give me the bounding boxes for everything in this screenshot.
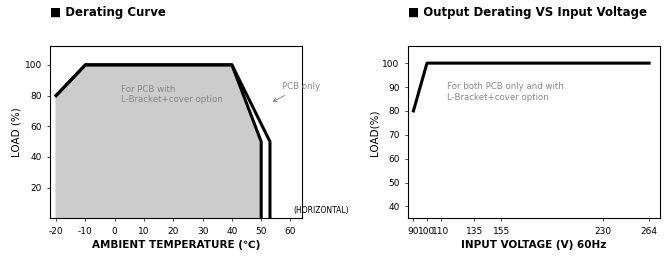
X-axis label: INPUT VOLTAGE (V) 60Hz: INPUT VOLTAGE (V) 60Hz [461, 240, 606, 250]
Text: For PCB with
L-Bracket+cover option: For PCB with L-Bracket+cover option [121, 85, 222, 104]
Text: ■ Derating Curve: ■ Derating Curve [50, 6, 166, 19]
Text: For both PCB only and with
L-Bracket+cover option: For both PCB only and with L-Bracket+cov… [448, 82, 564, 102]
Polygon shape [232, 65, 270, 218]
Text: ■ Output Derating VS Input Voltage: ■ Output Derating VS Input Voltage [408, 6, 647, 19]
Y-axis label: LOAD(%): LOAD(%) [370, 109, 380, 156]
X-axis label: AMBIENT TEMPERATURE (℃): AMBIENT TEMPERATURE (℃) [92, 240, 261, 250]
Polygon shape [56, 65, 261, 218]
Y-axis label: LOAD (%): LOAD (%) [12, 108, 22, 157]
Text: PCB only: PCB only [273, 82, 320, 101]
Text: (HORIZONTAL): (HORIZONTAL) [293, 206, 349, 215]
